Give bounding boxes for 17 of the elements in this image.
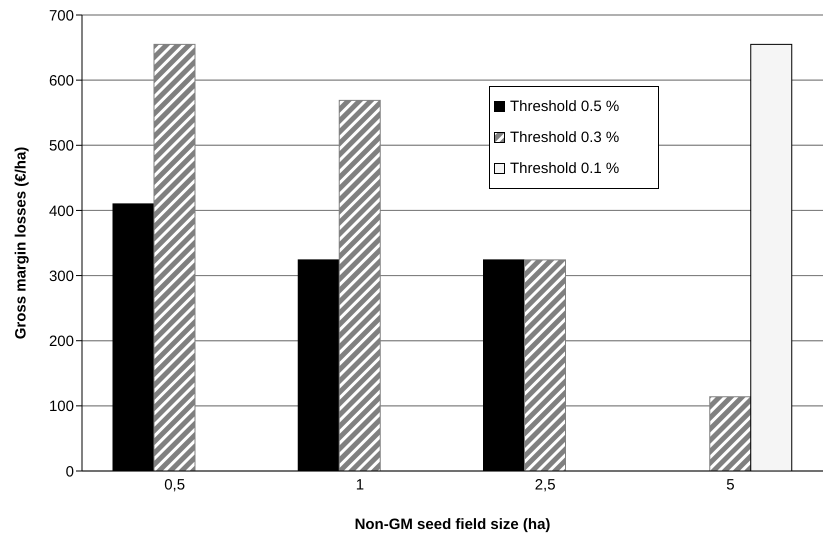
x-tick-label: 1 — [356, 476, 364, 494]
y-tick-label: 700 — [48, 7, 74, 24]
y-tick-label: 100 — [48, 398, 74, 416]
x-tick-label: 2,5 — [534, 476, 556, 494]
y-axis-title: Gross margin losses (€/ha) — [12, 146, 30, 340]
x-tick-label: 0,5 — [164, 476, 186, 494]
y-tick-label: 0 — [66, 463, 74, 480]
legend-label: Threshold 0.1 % — [510, 160, 620, 177]
y-tick-label: 300 — [48, 268, 74, 285]
x-axis-title: Non-GM seed field size (ha) — [354, 516, 550, 533]
x-tick-label: 5 — [726, 476, 735, 494]
legend-label: Threshold 0.3 % — [510, 129, 620, 146]
y-tick-label: 200 — [48, 333, 74, 350]
y-tick-label: 500 — [48, 138, 74, 155]
y-tick-label: 600 — [48, 72, 74, 90]
y-tick-label: 400 — [48, 202, 74, 220]
legend-label: Threshold 0.5 % — [510, 98, 620, 115]
